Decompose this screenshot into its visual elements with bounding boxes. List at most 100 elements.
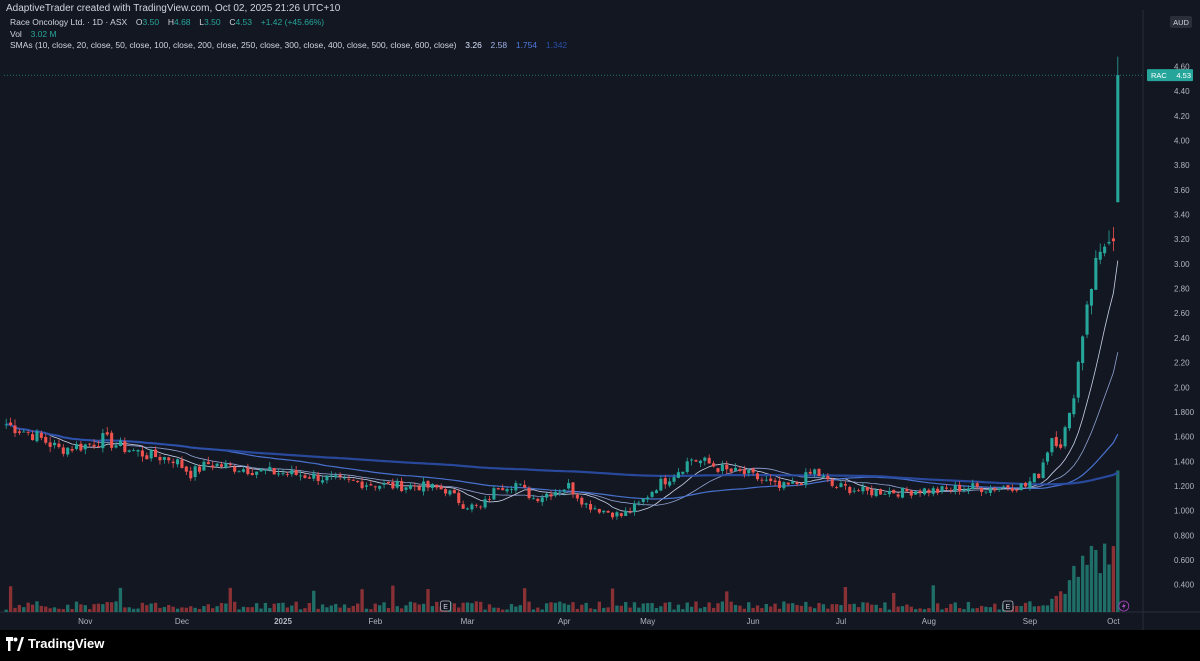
candle — [1103, 243, 1107, 257]
candle — [13, 419, 17, 438]
candle — [1028, 476, 1032, 491]
open-label: O — [135, 17, 143, 27]
candle — [351, 478, 355, 481]
y-tick-label: 1.200 — [1174, 482, 1195, 491]
candle-body — [764, 479, 768, 481]
candle — [922, 487, 927, 496]
candle — [777, 476, 782, 492]
volume-bar — [1050, 598, 1054, 612]
candle-body — [747, 469, 751, 474]
candle-body — [712, 463, 716, 467]
candle — [918, 488, 922, 497]
sma-row[interactable]: SMAs (10, close, 20, close, 50, close, 1… — [10, 40, 567, 52]
candle-body — [26, 432, 30, 433]
volume-bar — [755, 605, 760, 612]
candle-body — [760, 479, 764, 481]
volume-bar — [527, 601, 531, 612]
volume-bar — [887, 609, 892, 612]
candle-body — [408, 485, 412, 489]
candle-body — [22, 431, 26, 433]
volume-bar — [1041, 605, 1045, 612]
candle-body — [162, 457, 166, 460]
candle — [663, 475, 667, 489]
candle — [233, 465, 237, 475]
volume-bar — [1094, 549, 1098, 612]
volume-row[interactable]: Vol 3.02 M — [10, 29, 567, 41]
candle — [668, 477, 672, 488]
volume-bar — [39, 605, 44, 612]
volume-bar — [276, 603, 281, 612]
candle — [342, 474, 347, 481]
volume-bar — [733, 604, 738, 612]
event-bolt-glyph — [1121, 602, 1126, 610]
candle-body — [997, 488, 1001, 490]
volume-bar — [356, 603, 360, 612]
candle — [149, 448, 153, 462]
volume-bar — [298, 609, 303, 612]
candle-body — [57, 443, 61, 447]
candle-body — [1103, 246, 1107, 254]
candle — [703, 456, 707, 466]
volume-bar — [852, 603, 856, 612]
candle — [492, 485, 496, 500]
volume-bar — [650, 602, 654, 612]
volume-bar — [101, 604, 105, 612]
candle — [606, 510, 610, 513]
volume-bar — [663, 602, 667, 612]
candle — [479, 505, 483, 510]
candle — [219, 461, 224, 468]
volume-bar — [685, 602, 689, 612]
volume-bar — [870, 604, 874, 612]
y-tick-label: 0.600 — [1174, 556, 1195, 565]
tradingview-logo[interactable]: TradingView — [6, 636, 104, 651]
candle — [984, 491, 988, 495]
y-tick-label: 0.400 — [1174, 581, 1195, 590]
volume-bar — [764, 604, 768, 612]
candle-body — [949, 490, 953, 491]
price-chart[interactable]: RAC 4.53 4.60 4.40 4.20 4.00 3.80 3.60 3.40 3.20… — [0, 0, 1200, 630]
candle — [307, 475, 311, 479]
candle — [729, 467, 733, 475]
candle — [944, 484, 948, 491]
candle-body — [1098, 251, 1102, 260]
volume-bars — [4, 470, 1120, 612]
candle — [628, 507, 632, 514]
volume-bar — [738, 605, 742, 612]
candle-body — [628, 510, 632, 512]
symbol-row[interactable]: Race Oncology Ltd. · 1D · ASX O3.50 H4.6… — [10, 17, 567, 29]
sma-value-1: 3.26 — [465, 40, 482, 50]
candle-body — [527, 487, 531, 499]
candle — [685, 457, 689, 474]
candle — [905, 486, 909, 493]
candle-body — [817, 468, 821, 477]
candle — [334, 472, 338, 480]
candle-body — [307, 477, 311, 479]
candle-body — [224, 463, 228, 468]
volume-bar — [522, 588, 527, 612]
candle-body — [619, 513, 623, 516]
candle-body — [773, 480, 777, 482]
volume-bar — [720, 601, 725, 612]
candle-body — [180, 459, 184, 468]
volume-bar — [83, 605, 87, 612]
volume-bar — [610, 588, 615, 612]
candle-body — [1037, 473, 1041, 479]
volume-bar — [417, 604, 421, 612]
candle-body — [857, 490, 861, 492]
candle-body — [154, 449, 158, 458]
x-tick-label: Nov — [78, 617, 92, 626]
candle — [1081, 335, 1085, 371]
x-tick-label: Oct — [1107, 617, 1120, 626]
candle — [966, 485, 970, 495]
candle-body — [211, 465, 215, 468]
volume-bar — [26, 602, 30, 612]
candle-body — [118, 440, 122, 447]
candle-body — [1111, 238, 1115, 242]
low-label: L — [199, 17, 205, 27]
volume-bar — [259, 608, 263, 612]
candle-body — [444, 489, 448, 494]
candle — [290, 465, 294, 477]
volume-bar — [993, 603, 997, 612]
candle-body — [197, 466, 202, 472]
candle — [1107, 230, 1111, 246]
